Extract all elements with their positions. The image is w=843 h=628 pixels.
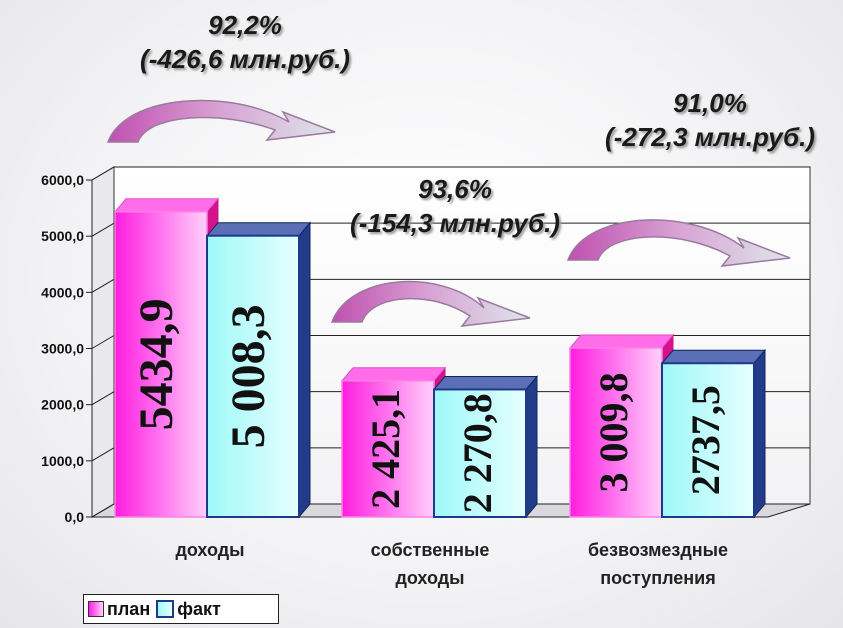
y-tick-label: 6000,0 <box>41 172 84 188</box>
bar-value-label: 2 425,1 <box>363 389 408 509</box>
annotation-percent: 91,0% <box>673 88 747 118</box>
bar-fakt-1: 2 270,8 <box>432 375 539 519</box>
legend-item-fakt: факт <box>156 599 221 620</box>
y-tick-label: 2000,0 <box>41 397 84 413</box>
bar-side-face <box>753 348 766 519</box>
bar-plan-2: 3 009,8 <box>568 333 675 519</box>
bar-top-face <box>113 198 220 213</box>
bar-front-face <box>569 347 663 518</box>
bar-top-face <box>660 349 767 364</box>
bar-front-face <box>661 362 755 518</box>
annotation-delta: (-426,6 млн.руб.) <box>140 44 350 74</box>
annotation-percent: 92,2% <box>208 10 282 40</box>
bar-value-label: 5 008,3 <box>222 304 275 448</box>
y-tick-label: 3000,0 <box>41 341 84 357</box>
bar-value-label: 5434,9 <box>130 298 183 430</box>
annotation-percent: 93,6% <box>418 174 492 204</box>
y-tick-label: 1000,0 <box>41 453 84 469</box>
curved-arrow-1 <box>330 280 531 327</box>
legend-item-plan: план <box>88 599 150 620</box>
bar-value-label: 3 009,8 <box>591 372 636 492</box>
bar-top-face <box>432 375 539 390</box>
curved-arrow-2 <box>566 219 791 267</box>
bar-front-face <box>206 234 300 519</box>
bar-top-face <box>205 222 312 237</box>
legend: план факт <box>83 594 279 624</box>
legend-swatch-plan <box>88 601 104 617</box>
gridline-diagonal <box>91 166 115 181</box>
gridline-diagonal <box>91 503 115 518</box>
annotation-delta: (-154,3 млн.руб.) <box>350 208 560 238</box>
gridline-diagonal <box>91 222 115 237</box>
category-label-dohody: доходы <box>175 540 245 560</box>
bar-side-face <box>298 221 311 519</box>
y-tick-label: 4000,0 <box>41 284 84 300</box>
bar-fakt-2: 2737,5 <box>660 348 767 519</box>
bar-value-label: 2737,5 <box>683 385 728 495</box>
annotation-delta: (-272,3 млн.руб.) <box>605 122 815 152</box>
gridline-diagonal <box>91 335 115 349</box>
annotation-bezvozmezdnye: 91,0% (-272,3 млн.руб.) <box>565 86 843 154</box>
legend-label-fakt: факт <box>177 598 221 619</box>
bar-top-face <box>340 367 447 382</box>
gridline-diagonal <box>91 447 115 462</box>
bar-front-face <box>114 210 208 518</box>
y-tick-label: 5000,0 <box>41 228 84 244</box>
annotation-dohody: 92,2% (-426,6 млн.руб.) <box>80 8 410 76</box>
curved-arrow-0 <box>106 99 336 143</box>
legend-swatch-fakt <box>156 600 175 618</box>
category-label-sobstvennye: собственные доходы <box>370 540 490 588</box>
category-label-bezvozmezdnye: безвозмездные поступления <box>587 540 729 588</box>
annotation-sobstvennye: 93,6% (-154,3 млн.руб.) <box>305 172 605 240</box>
gridline-diagonal <box>91 391 115 406</box>
bar-front-face <box>433 388 527 518</box>
bar-side-face <box>525 375 538 519</box>
legend-label-plan: план <box>107 598 151 619</box>
bar-value-label: 2 270,8 <box>455 393 500 513</box>
gridline-diagonal <box>91 278 115 293</box>
bar-plan-0: 5434,9 <box>113 197 220 519</box>
bar-top-face <box>568 334 675 349</box>
bar-plan-1: 2 425,1 <box>340 366 447 519</box>
bar-fakt-0: 5 008,3 <box>205 221 312 519</box>
y-tick-label: 0,0 <box>65 509 85 525</box>
bar-front-face <box>341 380 435 518</box>
